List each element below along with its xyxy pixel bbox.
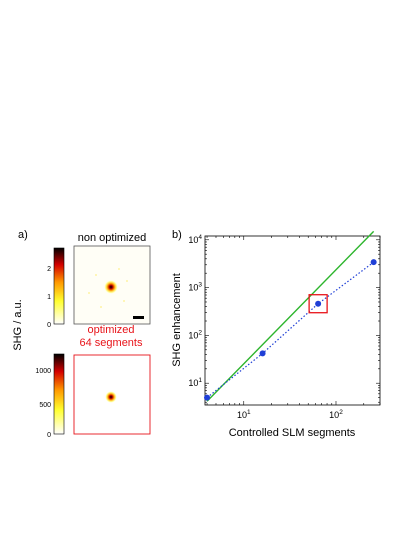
top-speckle (88, 268, 128, 308)
y-tick-label-2: 103 (188, 282, 202, 293)
x-axis-label: Controlled SLM segments (229, 427, 356, 439)
panel-b-label: b) (172, 229, 182, 241)
top-colorbar (53, 247, 65, 325)
top-colorbar-tick-1: 1 (47, 294, 51, 301)
top-image-title: non optimized (78, 232, 147, 244)
series-line-1 (206, 261, 375, 399)
chart-layer: 101 102 101 102 103 104 (188, 230, 381, 420)
panel-a-label: a) (18, 229, 28, 241)
data-point-1-1 (259, 350, 266, 357)
highlight-box (308, 294, 328, 314)
data-point-1-0 (204, 394, 211, 401)
y-tick-label-0: 101 (188, 377, 202, 388)
bottom-image-title-line1: optimized (87, 324, 134, 336)
top-focal-spot (104, 280, 118, 294)
bottom-image-title-line2: 64 segments (80, 337, 143, 349)
x-tick-label-1: 102 (329, 409, 343, 420)
bottom-focal-spot (105, 391, 117, 403)
colorbar-title: SHG / a.u. (12, 299, 24, 350)
x-tick-label-0: 101 (237, 409, 251, 420)
y-tick-label-1: 102 (188, 329, 202, 340)
top-colorbar-tick-2: 2 (47, 266, 51, 273)
data-point-1-3 (370, 259, 377, 266)
top-colorbar-tick-0: 0 (47, 322, 51, 329)
data-point-1-2 (315, 300, 322, 307)
bottom-colorbar (53, 353, 65, 435)
series-line-0 (206, 230, 375, 402)
bottom-colorbar-tick-1000: 1000 (35, 368, 51, 375)
bottom-colorbar-tick-500: 500 (39, 402, 51, 409)
plot-area-frame (204, 235, 381, 406)
top-colorbar-ticks: 2 1 0 (47, 266, 51, 329)
bottom-colorbar-tick-0: 0 (47, 432, 51, 439)
y-axis-label: SHG enhancement (171, 273, 183, 367)
bottom-colorbar-ticks: 1000 500 0 (35, 368, 51, 439)
scale-bar (133, 316, 144, 319)
y-tick-label-3: 104 (188, 234, 202, 245)
